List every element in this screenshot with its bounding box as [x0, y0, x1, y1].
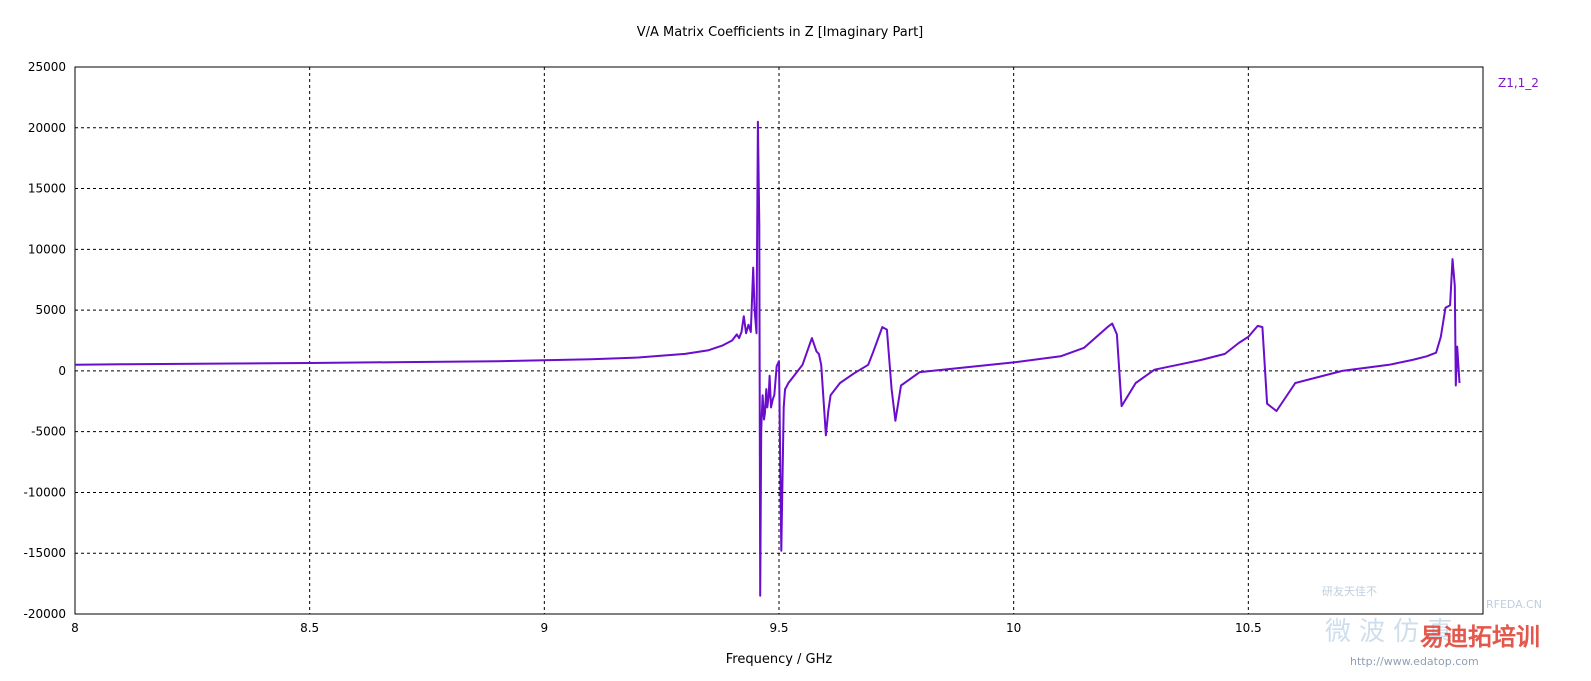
grid-layer: [75, 67, 1483, 614]
x-tick-label: 10: [1006, 621, 1021, 635]
legend-entry-z1-1-2: Z1,1_2: [1498, 76, 1539, 90]
watermark-text-small: 研友天佳不: [1322, 584, 1377, 598]
y-tick-label: -10000: [23, 485, 66, 499]
x-tick-label: 9: [541, 621, 549, 635]
y-tick-label: 0: [58, 364, 66, 378]
y-tick-label: -5000: [31, 425, 66, 439]
x-tick-label: 8.5: [300, 621, 319, 635]
plot-frame: [74, 66, 1484, 615]
tick-layer: 8 8.5 9 9.5 10 10.5 -20000 -15000 -10000 -5000 0 50…: [23, 60, 1261, 635]
y-tick-label: 20000: [28, 121, 66, 135]
series-layer: [74, 120, 1461, 597]
x-tick-label: 8: [71, 621, 79, 635]
y-tick-label: -20000: [23, 607, 66, 621]
watermark-rfeda: RFEDA.CN: [1486, 598, 1542, 611]
x-tick-label: 9.5: [769, 621, 788, 635]
watermark-text-big: 微波仿真: [1325, 617, 1461, 647]
watermark: 研友天佳不 RFEDA.CN 微波仿真: [1322, 584, 1542, 647]
y-tick-label: 25000: [28, 60, 66, 74]
x-tick-label: 10.5: [1235, 621, 1262, 635]
x-axis-label: Frequency / GHz: [726, 652, 833, 667]
y-tick-label: 5000: [35, 303, 66, 317]
chart-title: V/A Matrix Coefficients in Z [Imaginary …: [636, 25, 924, 40]
y-tick-label: 10000: [28, 242, 66, 256]
y-tick-label: -15000: [23, 546, 66, 560]
watermark-red-text: 易迪拓培训: [1420, 623, 1540, 651]
y-tick-label: 15000: [28, 182, 66, 196]
watermark-url: http://www.edatop.com: [1350, 655, 1479, 668]
series-line-0: [74, 120, 1461, 597]
